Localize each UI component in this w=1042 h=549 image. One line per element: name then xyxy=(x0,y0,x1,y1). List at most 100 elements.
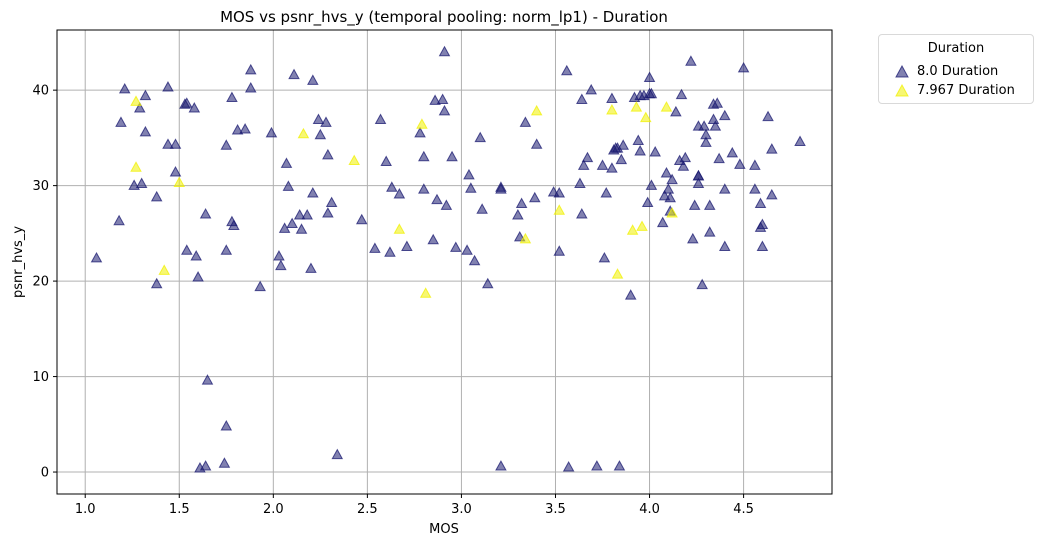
data-point-8-0-duration xyxy=(737,61,750,73)
data-point-8-0-duration xyxy=(181,244,193,255)
data-point-8-0-duration xyxy=(624,289,637,300)
data-point-8-0-duration xyxy=(192,271,204,282)
data-point-8-0-duration xyxy=(418,150,430,162)
y-axis-label: psnr_hvs_y xyxy=(11,226,26,298)
data-point-8-0-duration xyxy=(254,280,266,292)
data-point-8-0-duration xyxy=(181,97,193,108)
data-point-8-0-duration xyxy=(553,187,566,198)
data-point-7-967-duration xyxy=(626,224,639,235)
legend-marker-8-0-duration xyxy=(891,65,913,79)
data-point-8-0-duration xyxy=(688,199,701,210)
data-point-8-0-duration xyxy=(374,113,387,124)
data-point-8-0-duration xyxy=(749,183,761,194)
data-point-8-0-duration xyxy=(596,159,609,170)
data-point-8-0-duration xyxy=(754,197,767,209)
data-point-8-0-duration xyxy=(429,94,441,105)
data-point-8-0-duration xyxy=(495,460,507,471)
data-point-8-0-duration xyxy=(190,250,202,261)
data-point-8-0-duration xyxy=(446,150,458,162)
data-point-7-967-duration xyxy=(660,101,673,112)
data-point-8-0-duration xyxy=(585,83,598,95)
data-point-8-0-duration xyxy=(685,55,697,66)
x-axis-label: MOS xyxy=(429,522,459,537)
data-point-8-0-duration xyxy=(613,460,626,471)
data-point-8-0-duration xyxy=(766,143,778,154)
data-point-8-0-duration xyxy=(301,208,313,220)
data-point-8-0-duration xyxy=(645,179,658,190)
data-point-8-0-duration xyxy=(312,113,325,124)
data-point-8-0-duration xyxy=(113,214,125,226)
data-point-8-0-duration xyxy=(228,219,240,230)
data-point-8-0-duration xyxy=(718,240,731,251)
data-point-8-0-duration xyxy=(393,187,406,199)
legend-label-8-0-duration: 8.0 Duration xyxy=(917,64,999,79)
data-point-8-0-duration xyxy=(449,241,462,252)
data-point-8-0-duration xyxy=(530,138,543,149)
data-point-8-0-duration xyxy=(150,190,163,202)
data-point-8-0-duration xyxy=(239,123,251,134)
data-point-7-967-duration xyxy=(519,232,532,244)
data-point-8-0-duration xyxy=(666,173,678,185)
data-point-8-0-duration xyxy=(576,93,588,104)
data-point-8-0-duration xyxy=(418,183,430,194)
data-point-8-0-duration xyxy=(581,151,594,163)
data-point-8-0-duration xyxy=(703,226,716,237)
x-tick-label: 2.0 xyxy=(263,502,284,517)
data-point-8-0-duration xyxy=(576,208,588,219)
data-point-8-0-duration xyxy=(687,232,699,244)
data-point-8-0-duration xyxy=(305,262,317,273)
data-point-8-0-duration xyxy=(656,216,669,228)
data-point-8-0-duration xyxy=(427,233,440,245)
legend-item-8-0-duration: 8.0 Duration xyxy=(891,63,998,81)
data-point-8-0-duration xyxy=(288,68,300,80)
y-tick-label: 20 xyxy=(32,275,49,290)
data-point-8-0-duration xyxy=(600,187,613,198)
data-point-8-0-duration xyxy=(553,245,566,256)
data-point-8-0-duration xyxy=(220,139,233,150)
data-point-8-0-duration xyxy=(188,102,201,113)
data-point-8-0-duration xyxy=(617,139,629,150)
data-point-8-0-duration xyxy=(726,146,739,158)
data-point-8-0-duration xyxy=(115,116,127,127)
data-point-8-0-duration xyxy=(632,134,645,145)
data-point-7-967-duration xyxy=(630,101,643,112)
data-point-8-0-duration xyxy=(162,138,174,149)
data-point-8-0-duration xyxy=(199,208,212,219)
data-point-8-0-duration xyxy=(709,120,722,131)
data-point-8-0-duration xyxy=(660,166,673,178)
x-tick-label: 1.5 xyxy=(169,502,190,517)
data-point-8-0-duration xyxy=(218,457,231,468)
data-point-8-0-duration xyxy=(325,196,338,208)
data-point-8-0-duration xyxy=(495,181,507,192)
data-point-8-0-duration xyxy=(749,159,761,170)
data-point-8-0-duration xyxy=(295,223,308,234)
data-point-8-0-duration xyxy=(756,218,769,230)
data-point-8-0-duration xyxy=(679,151,692,163)
data-point-8-0-duration xyxy=(90,251,103,263)
data-point-8-0-duration xyxy=(431,193,443,205)
data-point-8-0-duration xyxy=(150,277,163,289)
data-point-7-967-duration xyxy=(393,223,406,234)
data-point-8-0-duration xyxy=(226,91,238,103)
data-point-7-967-duration xyxy=(173,176,186,188)
data-point-7-967-duration xyxy=(636,220,648,231)
legend-title: Duration xyxy=(927,41,985,56)
data-point-7-967-duration xyxy=(666,207,678,218)
data-point-8-0-duration xyxy=(670,105,682,117)
data-point-8-0-duration xyxy=(322,207,334,218)
data-point-8-0-duration xyxy=(331,448,344,460)
x-tick-label: 2.5 xyxy=(357,502,378,517)
data-point-8-0-duration xyxy=(380,155,392,166)
data-point-8-0-duration xyxy=(562,461,575,472)
data-point-8-0-duration xyxy=(703,199,716,210)
data-point-8-0-duration xyxy=(718,109,731,121)
data-point-8-0-duration xyxy=(664,191,677,203)
data-point-8-0-duration xyxy=(118,82,131,94)
x-tick-label: 4.0 xyxy=(639,502,660,517)
data-point-8-0-duration xyxy=(713,152,725,164)
data-point-8-0-duration xyxy=(794,135,806,146)
data-point-8-0-duration xyxy=(139,125,152,137)
data-point-8-0-duration xyxy=(384,246,396,257)
data-point-8-0-duration xyxy=(401,240,413,251)
data-point-8-0-duration xyxy=(355,213,368,225)
